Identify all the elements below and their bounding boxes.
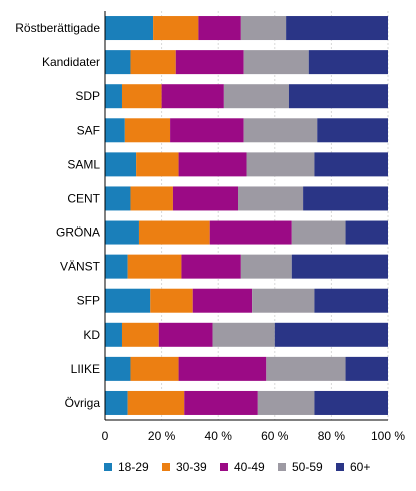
bar-segment — [150, 288, 193, 313]
x-tick-label: 40 % — [205, 429, 233, 443]
category-label: VÄNST — [60, 260, 101, 274]
bar-segment — [105, 220, 139, 245]
bar-segment — [274, 322, 388, 347]
bar-segment — [257, 390, 315, 415]
bar-segment — [286, 16, 388, 41]
legend-label: 30-39 — [176, 460, 207, 474]
gridlines — [161, 11, 389, 420]
x-tick-label: 0 — [102, 429, 109, 443]
bar-segment — [345, 220, 388, 245]
bar-segment — [178, 152, 247, 177]
bar-segment — [105, 186, 131, 211]
x-tick-label: 80 % — [318, 429, 346, 443]
legend: 18-29 30-39 40-49 50-59 60+ — [104, 460, 370, 474]
bar-segment — [130, 356, 179, 381]
bar-segment — [105, 16, 154, 41]
bar-segment — [212, 322, 275, 347]
legend-label: 18-29 — [118, 460, 149, 474]
bar-segment — [105, 254, 128, 279]
bar-segment — [130, 186, 173, 211]
bar-segment — [153, 16, 199, 41]
bar-segment — [291, 220, 346, 245]
bar-segment — [303, 186, 388, 211]
category-label: Kandidater — [42, 55, 100, 69]
bar-segment — [170, 118, 244, 143]
category-label: SFP — [77, 294, 100, 308]
legend-swatch — [278, 463, 286, 471]
bar-segment — [105, 288, 151, 313]
bar-segment — [314, 390, 388, 415]
bar-segment — [127, 390, 185, 415]
category-label: Röstberättigade — [15, 21, 100, 35]
legend-label: 60+ — [350, 460, 370, 474]
bar-segment — [252, 288, 315, 313]
bar-segment — [175, 50, 244, 75]
bar-segment — [243, 50, 309, 75]
bar-segment — [266, 356, 346, 381]
x-axis: 0 20 % 40 % 60 % 80 % 100 % — [102, 11, 405, 443]
x-tick-label: 100 % — [371, 429, 405, 443]
category-label: SAF — [77, 123, 100, 137]
category-label: LIIKE — [71, 362, 100, 376]
bar-segment — [209, 220, 292, 245]
category-label: SDP — [75, 89, 100, 103]
bar-segment — [172, 186, 239, 211]
bar-segment — [105, 322, 122, 347]
x-tick-label: 20 % — [148, 429, 176, 443]
bar-segment — [158, 322, 213, 347]
bar-segment — [314, 288, 388, 313]
bar-segment — [288, 84, 388, 109]
bar-segment — [184, 390, 258, 415]
bar-segment — [308, 50, 388, 75]
bar-segment — [291, 254, 388, 279]
category-labels: Röstberättigade Kandidater SDP SAF SAML CENT G… — [15, 21, 100, 410]
legend-swatch — [104, 463, 112, 471]
bar-segment — [246, 152, 315, 177]
bar-segment — [130, 50, 176, 75]
bars — [105, 16, 388, 415]
bar-segment — [192, 288, 253, 313]
bar-segment — [181, 254, 241, 279]
category-label: GRÖNA — [56, 226, 100, 240]
bar-segment — [345, 356, 388, 381]
bar-segment — [223, 84, 289, 109]
bar-segment — [105, 356, 131, 381]
bar-segment — [243, 118, 318, 143]
bar-segment — [105, 118, 125, 143]
bar-segment — [240, 254, 292, 279]
bar-segment — [136, 152, 179, 177]
bar-segment — [178, 356, 267, 381]
category-label: Övriga — [65, 396, 101, 410]
bar-segment — [121, 322, 159, 347]
bar-segment — [238, 186, 304, 211]
legend-swatch — [336, 463, 344, 471]
bar-segment — [161, 84, 224, 109]
bar-segment — [138, 220, 210, 245]
bar-segment — [121, 84, 162, 109]
bar-segment — [124, 118, 171, 143]
bar-segment — [317, 118, 388, 143]
bar-segment — [105, 84, 122, 109]
legend-label: 50-59 — [292, 460, 323, 474]
x-tick-label: 60 % — [261, 429, 289, 443]
category-label: KD — [83, 328, 100, 342]
bar-segment — [198, 16, 241, 41]
bar-segment — [314, 152, 388, 177]
legend-swatch — [220, 463, 228, 471]
bar-segment — [127, 254, 182, 279]
bar-segment — [240, 16, 287, 41]
bar-segment — [105, 390, 128, 415]
legend-label: 40-49 — [234, 460, 265, 474]
bar-segment — [105, 50, 131, 75]
bar-segment — [105, 152, 137, 177]
category-label: SAML — [67, 157, 100, 171]
category-label: CENT — [67, 191, 100, 205]
legend-swatch — [162, 463, 170, 471]
